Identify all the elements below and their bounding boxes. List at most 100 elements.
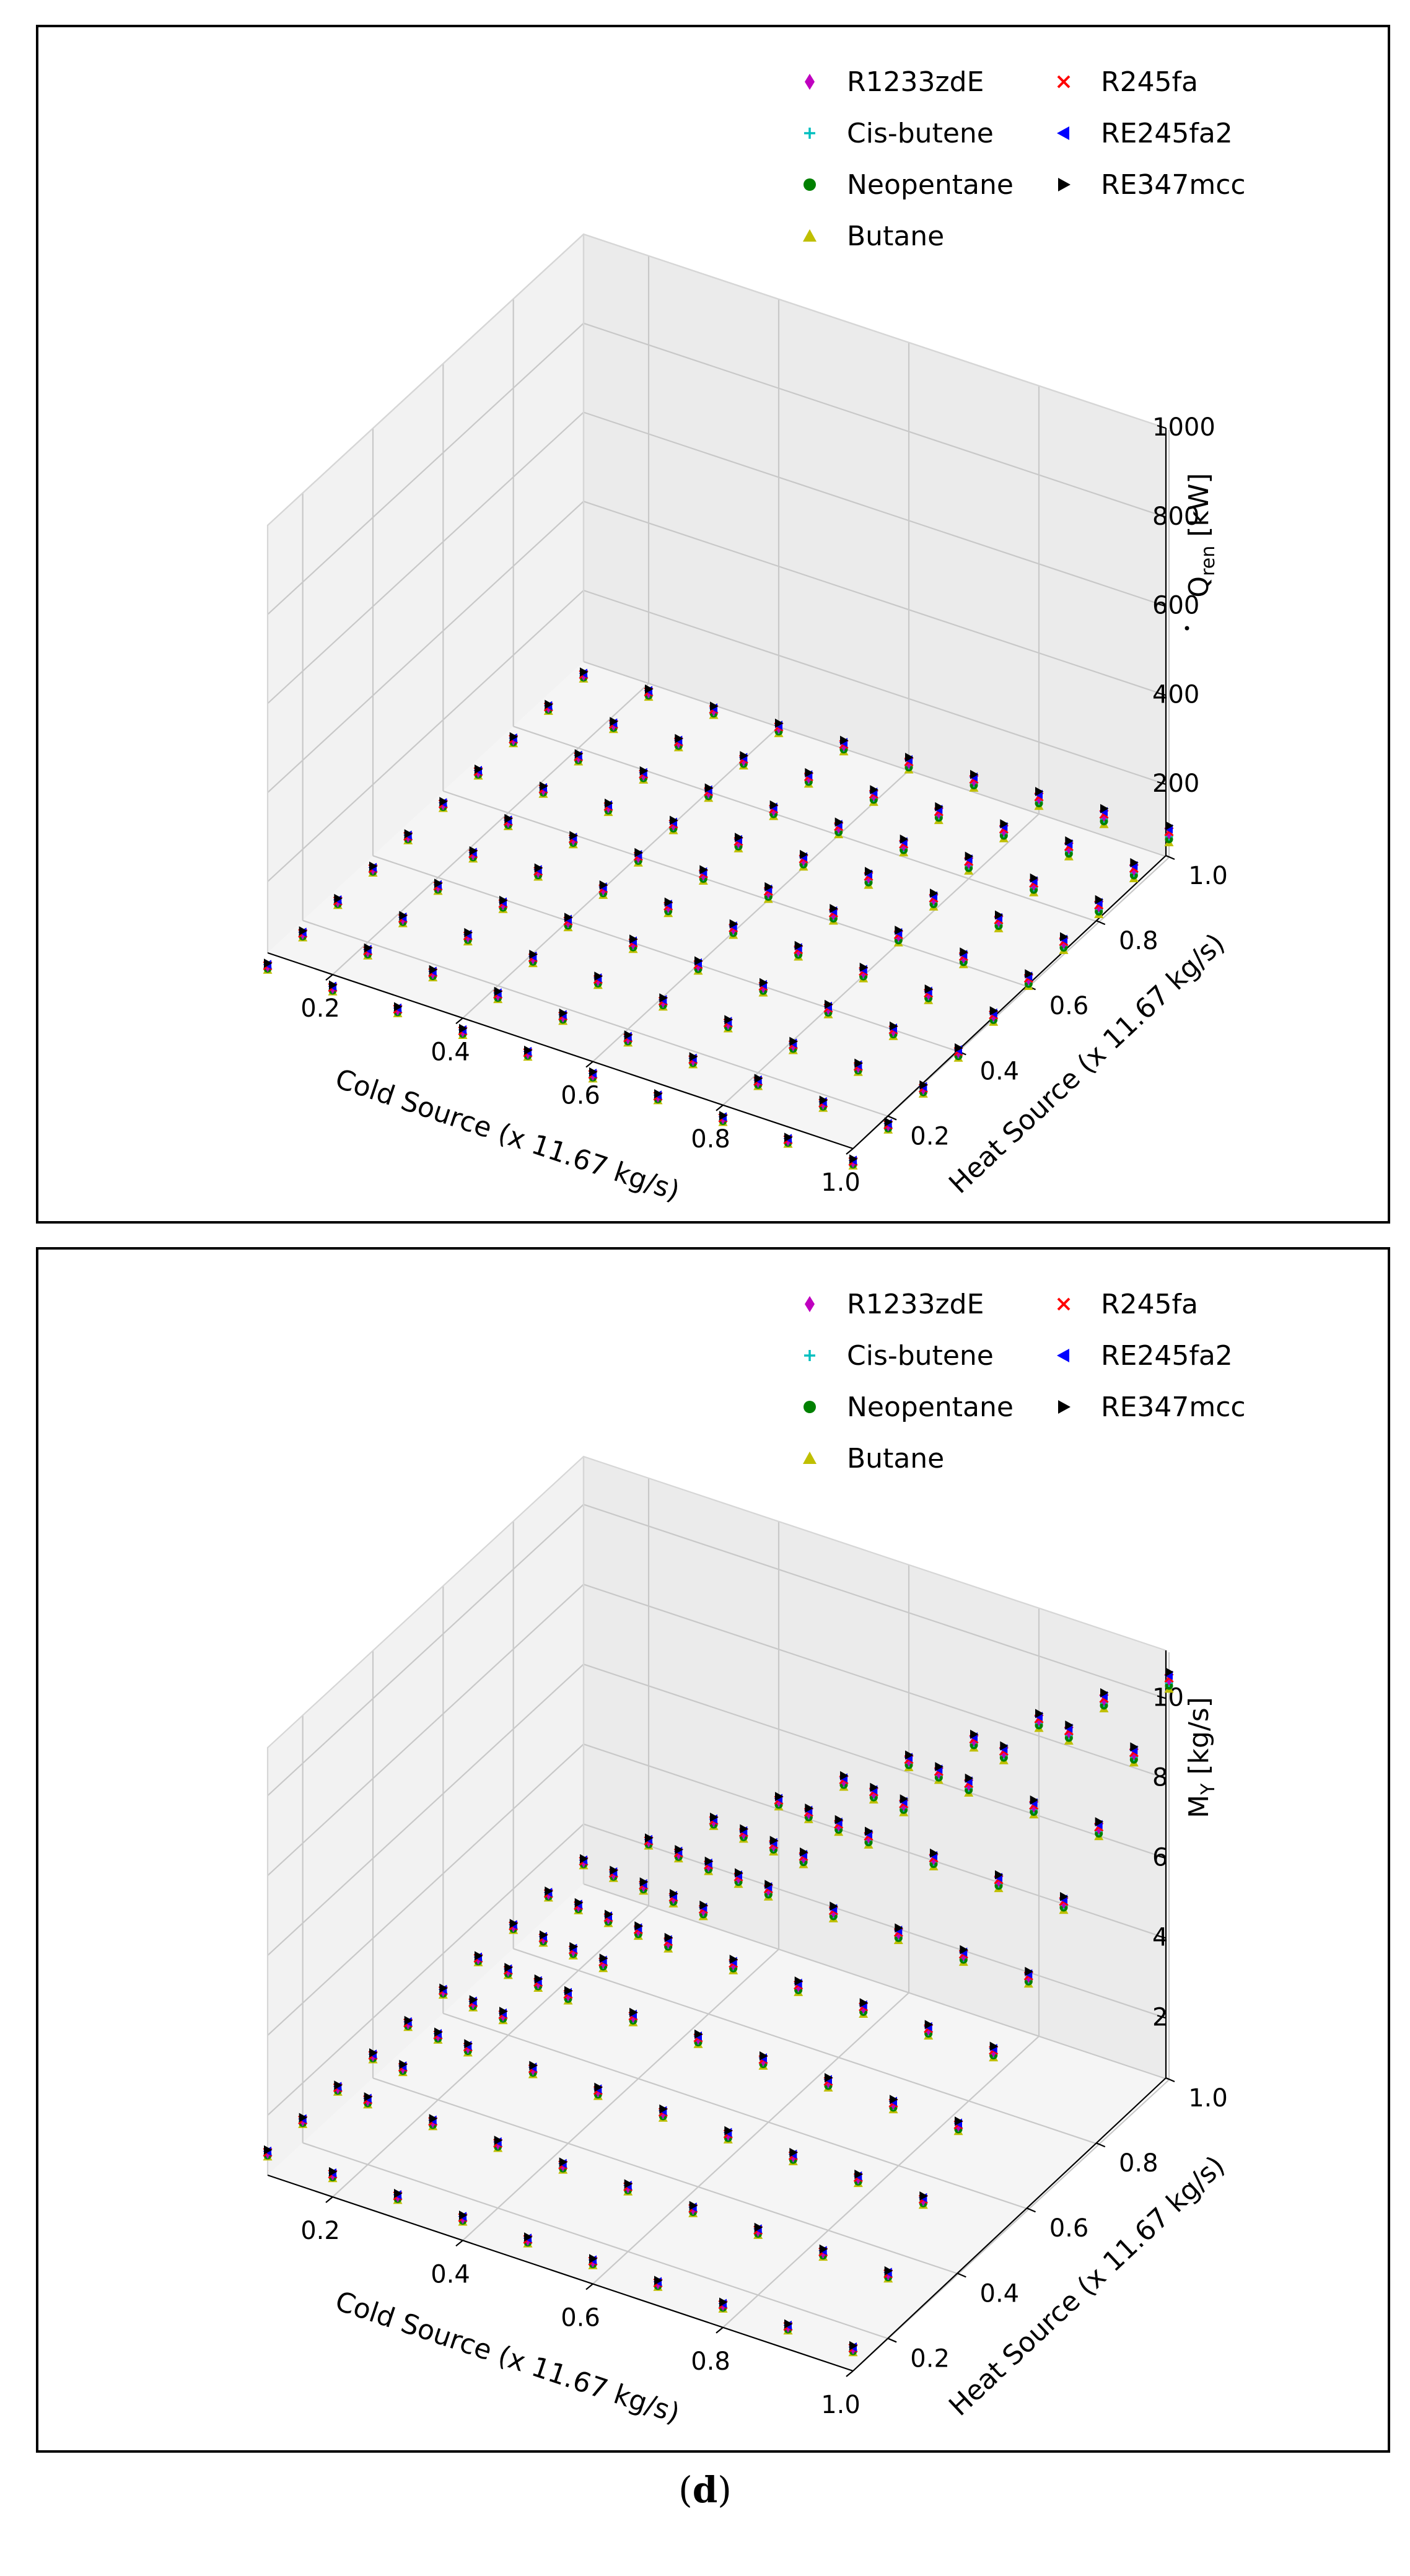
top-point-re347mcc — [710, 701, 719, 711]
top-point-re347mcc — [509, 732, 519, 742]
bottom-point-re347mcc — [834, 1815, 844, 1825]
top-point-re347mcc — [930, 888, 939, 898]
top-point-re347mcc — [870, 785, 878, 795]
bottom-y-tick — [1096, 2142, 1106, 2148]
bottom-point-r1233zde — [935, 1768, 942, 1779]
bottom-point-re347mcc — [884, 2266, 893, 2276]
top-point-re347mcc — [854, 1058, 863, 1068]
bottom-point-re347mcc — [694, 2029, 703, 2039]
bottom-legend-label-re245fa2: RE245fa2 — [1101, 1340, 1233, 1372]
top-point-re347mcc — [659, 993, 668, 1003]
top-tick-labels: 0.2 0.4 0.6 0.8 1.0 0.2 0.4 0.6 0.8 1.0 200 400 600 8… — [300, 413, 1228, 1197]
bottom-point-re347mcc — [580, 1854, 589, 1864]
bottom-z-tick — [1157, 1695, 1167, 1699]
bottom-z-axis-title: MY [kg/s] — [1183, 1697, 1219, 1818]
top-point-re347mcc — [329, 980, 338, 990]
top-grid-x-floor — [722, 813, 1040, 1106]
bottom-point-re347mcc — [689, 2201, 698, 2210]
top-y-axis-line — [852, 855, 1167, 1149]
top-point-re347mcc — [369, 861, 378, 871]
bottom-z-tick — [1157, 1855, 1167, 1859]
bottom-point-re347mcc — [545, 1886, 553, 1896]
top-point-re347mcc — [935, 802, 944, 812]
top-z-tick — [1157, 603, 1167, 607]
bottom-point-re347mcc — [404, 2015, 413, 2025]
top-point-re347mcc — [840, 735, 849, 745]
top-point-re347mcc — [334, 893, 343, 903]
bottom-point-re347mcc — [905, 1750, 914, 1760]
bottom-x-axis-line — [267, 2174, 854, 2372]
top-z-tick — [1157, 781, 1167, 786]
bottom-point-r1233zde — [764, 1885, 772, 1896]
bottom-point-re347mcc — [634, 1921, 643, 1931]
bottom-point-re347mcc — [559, 2157, 568, 2167]
top-z-tick-label: 800 — [1152, 502, 1199, 531]
top-point-re347mcc — [989, 1006, 999, 1016]
bottom-x-tick-label: 0.2 — [300, 2217, 340, 2245]
top-grid-y-floor — [583, 660, 1170, 859]
top-z-tick — [1157, 424, 1167, 429]
top-grid-y-floor — [302, 919, 889, 1117]
top-point-re347mcc — [1030, 873, 1039, 883]
bottom-point-re347mcc — [1035, 1709, 1044, 1719]
top-point-re347mcc — [264, 958, 273, 968]
chart-top-svg: 0.2 0.4 0.6 0.8 1.0 0.2 0.4 0.6 0.8 1.0 200 400 600 8… — [263, 66, 1246, 1207]
top-y-tick — [1096, 920, 1106, 926]
bottom-point-re347mcc — [849, 2341, 858, 2350]
bottom-legend-marker-r245fa — [1057, 1297, 1071, 1311]
top-point-re347mcc — [639, 766, 649, 776]
bottom-point-re347mcc — [859, 1998, 869, 2008]
top-point-re347mcc — [545, 699, 553, 709]
top-point-re347mcc — [1035, 787, 1044, 797]
bottom-z-tick — [1157, 2015, 1167, 2019]
top-legend-label-re347mcc: RE347mcc — [1101, 169, 1246, 201]
top-x-axis-line — [267, 952, 854, 1150]
bottom-grid-x-floor — [592, 1992, 909, 2285]
top-point-re347mcc — [784, 1132, 793, 1142]
bottom-point-re347mcc — [890, 2095, 898, 2105]
bottom-point-re347mcc — [854, 2170, 863, 2179]
bottom-point-re347mcc — [524, 2232, 533, 2242]
bottom-z-tick-label: 2 — [1152, 2003, 1168, 2031]
top-point-re347mcc — [789, 1036, 798, 1046]
bottom-z-tick-label: 4 — [1152, 1923, 1168, 1952]
top-point-re347mcc — [1060, 932, 1069, 942]
bottom-point-re347mcc — [754, 2222, 763, 2232]
bottom-grid-x-floor — [332, 1905, 649, 2197]
top-legend-marker-butane — [803, 229, 817, 242]
bottom-point-re347mcc — [589, 2254, 598, 2264]
bottom-point-re347mcc — [1025, 1966, 1033, 1976]
bottom-point-re347mcc — [469, 1995, 478, 2005]
top-point-re347mcc — [529, 950, 538, 959]
bottom-point-re347mcc — [784, 2319, 793, 2329]
bottom-point-re347mcc — [935, 1762, 944, 1772]
bottom-point-re347mcc — [895, 1923, 903, 1933]
top-point-re347mcc — [794, 940, 804, 950]
top-legend-label-neopentane: Neopentane — [847, 169, 1014, 201]
top-point-re347mcc — [859, 962, 869, 972]
bottom-x-tick-label: 0.4 — [431, 2260, 470, 2289]
top-point-re347mcc — [970, 769, 979, 779]
bottom-x-tick — [455, 2240, 463, 2247]
bottom-point-re347mcc — [1100, 1688, 1109, 1698]
caption-letter: d — [692, 2469, 718, 2511]
bottom-legend-marker-butane — [803, 1452, 817, 1464]
bottom-legend-label-r245fa: R245fa — [1101, 1289, 1198, 1320]
top-y-tick-label: 0.6 — [1049, 992, 1089, 1020]
bottom-point-re347mcc — [605, 1909, 613, 1919]
bottom-point-re347mcc — [800, 1847, 808, 1857]
top-grid-y-floor — [372, 855, 959, 1053]
top-point-re347mcc — [965, 851, 974, 861]
bottom-point-re347mcc — [789, 2147, 798, 2157]
bottom-point-re347mcc — [429, 2114, 438, 2124]
top-point-re347mcc — [740, 751, 748, 761]
top-point-re347mcc — [559, 1008, 568, 1018]
top-y-tick — [887, 1115, 897, 1121]
bottom-legend-label-neopentane: Neopentane — [847, 1391, 1014, 1423]
bottom-point-r1233zde — [970, 1735, 978, 1746]
bottom-point-re347mcc — [369, 2048, 378, 2058]
bottom-point-re347mcc — [930, 1848, 939, 1858]
bottom-point-re347mcc — [740, 1824, 748, 1834]
bottom-legend-label-cis-butene: Cis-butene — [847, 1340, 994, 1372]
